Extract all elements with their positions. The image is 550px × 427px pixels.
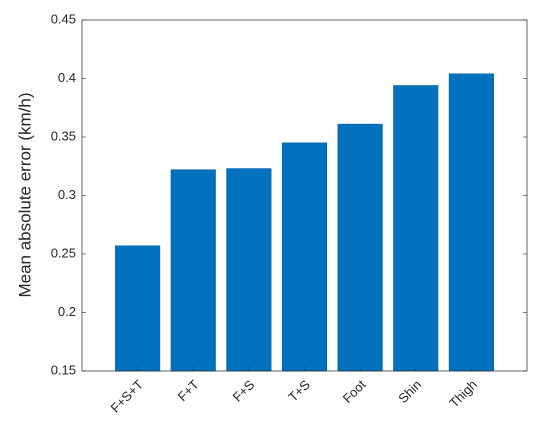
y-tick-label: 0.25 <box>51 245 76 260</box>
y-tick-label: 0.4 <box>58 70 76 85</box>
y-tick-label: 0.45 <box>51 11 76 26</box>
x-tick-label: F+S <box>230 377 258 405</box>
y-axis-label: Mean absolute error (km/h) <box>15 92 34 297</box>
bar <box>281 142 328 372</box>
x-tick-label: T+S <box>285 377 313 405</box>
bar <box>448 73 494 372</box>
bar <box>115 245 161 372</box>
y-tick-label: 0.35 <box>51 128 76 143</box>
axes-box <box>81 19 528 372</box>
x-tick-label: F+T <box>175 377 202 404</box>
bar <box>337 123 383 372</box>
y-tick-label: 0.3 <box>58 187 76 202</box>
x-tick-label: Thigh <box>446 377 480 411</box>
bar <box>170 169 216 372</box>
y-tick-label: 0.15 <box>51 362 76 377</box>
x-tick-label: F+S+T <box>107 377 146 416</box>
bar <box>393 85 439 372</box>
x-tick-label: Foot <box>340 377 369 406</box>
x-tick-label: Shin <box>395 377 424 406</box>
y-tick-label: 0.2 <box>58 304 76 319</box>
bar <box>226 168 272 372</box>
